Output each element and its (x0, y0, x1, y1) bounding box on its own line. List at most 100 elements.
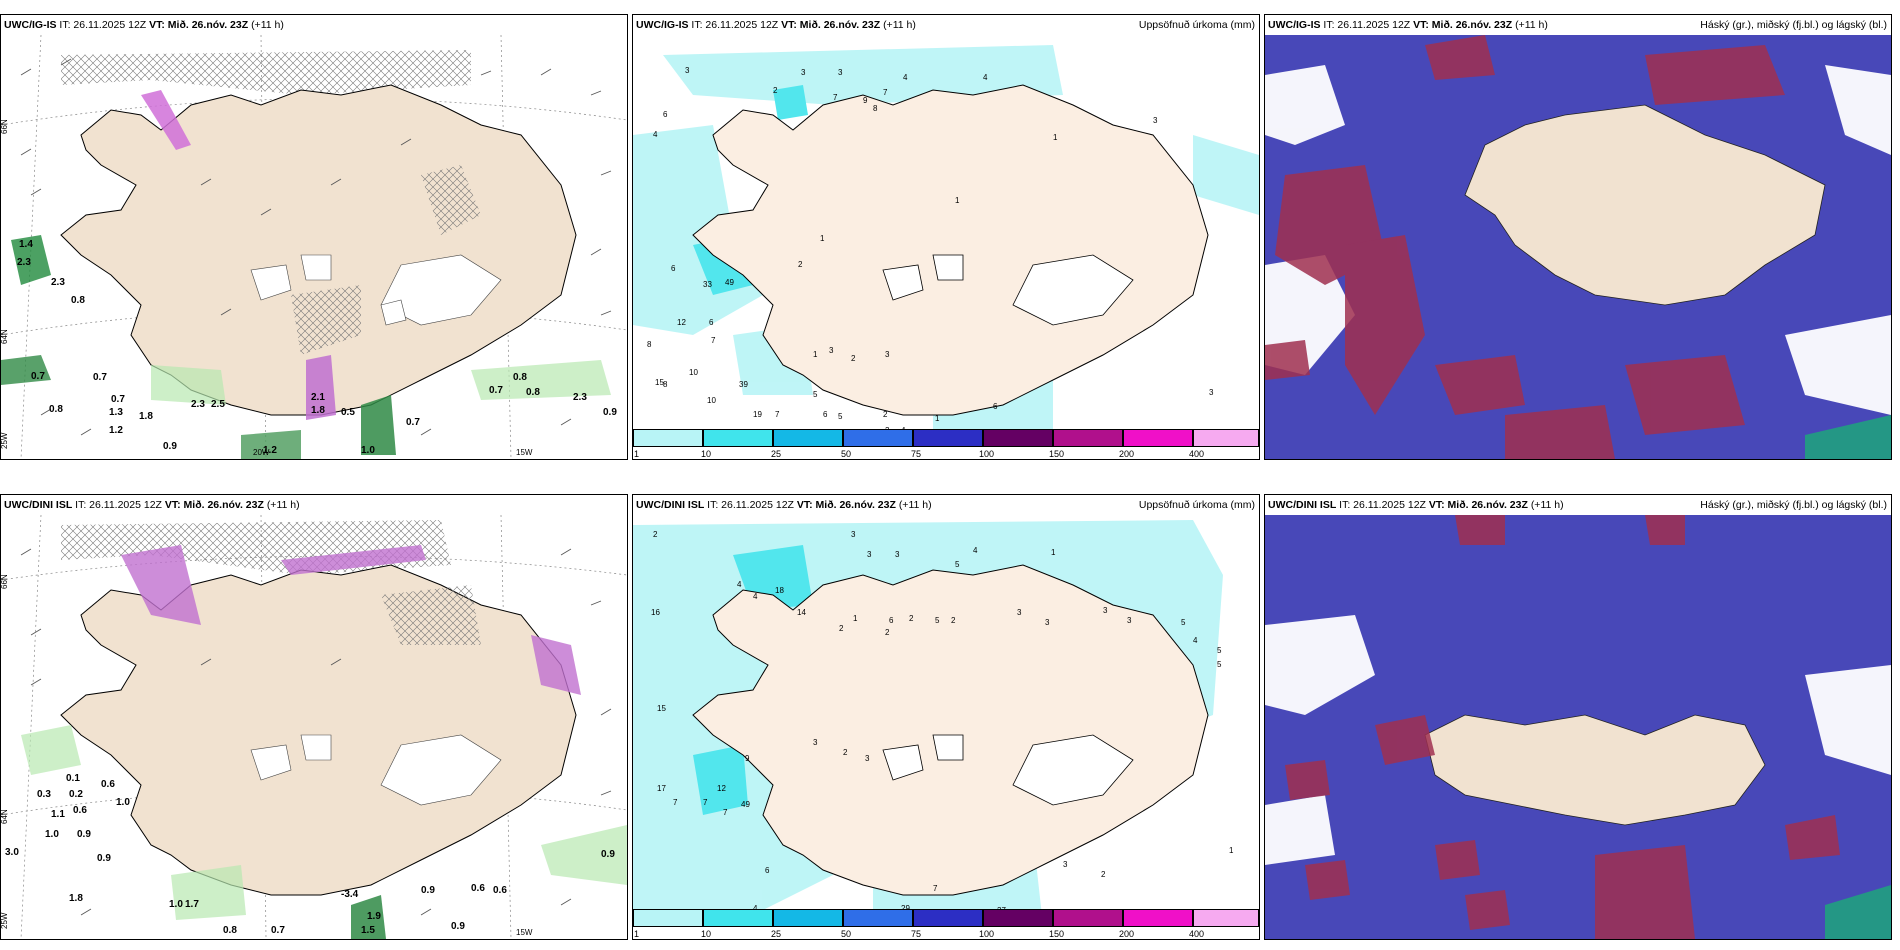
precip-value: 3 (829, 346, 834, 355)
lead-time: (+11 h) (1515, 19, 1548, 31)
precip-value: 7 (833, 93, 838, 102)
value-label: 0.6 (73, 805, 87, 816)
precip-value: 6 (663, 110, 668, 119)
precip-value: 2 (909, 614, 914, 623)
precip-value: 15 (655, 378, 664, 387)
precip-value: 33 (703, 280, 712, 289)
panel-header: UWC/IG-IS IT: 26.11.2025 12Z VT: Mið. 26… (1265, 15, 1891, 35)
value-label: 1.8 (311, 405, 325, 416)
precip-value: 5 (813, 390, 818, 399)
precip-value: 2 (773, 86, 778, 95)
precip-value: 6 (823, 410, 828, 419)
legend-swatch-5 (913, 909, 983, 927)
cloud-map (1265, 515, 1891, 939)
panel-igis-precip-map: UWC/IG-IS IT: 26.11.2025 12Z VT: Mið. 26… (632, 14, 1260, 460)
legend-swatch-3 (773, 909, 843, 927)
valid-time: VT: Mið. 26.nóv. 23Z (781, 19, 881, 31)
value-label: 0.9 (163, 441, 177, 452)
precip-value: 2 (951, 616, 956, 625)
value-label: 1.8 (139, 411, 153, 422)
panel-dini-precip-map: UWC/DINI ISL IT: 26.11.2025 12Z VT: Mið.… (632, 494, 1260, 940)
lead-time: (+11 h) (898, 499, 932, 511)
precip-value: 3 (1209, 388, 1214, 397)
legend-tick: 400 (1189, 449, 1205, 459)
value-label: 2.5 (211, 399, 225, 410)
value-label: 0.1 (66, 773, 80, 784)
precip-value: 1 (1051, 548, 1056, 557)
value-label: 0.3 (37, 789, 51, 800)
value-label: -3.4 (341, 889, 359, 900)
lat-66n-label: 66N (1, 119, 9, 134)
precip-value: 2 (843, 748, 848, 757)
lead-time: (+11 h) (1530, 499, 1564, 511)
precip-value: 5 (838, 412, 843, 421)
precip-value: 9 (745, 754, 750, 763)
precip-value: 19 (753, 410, 762, 419)
init-time: IT: 26.11.2025 12Z (59, 19, 147, 31)
legend-tick: 400 (1189, 929, 1205, 939)
panel-igis-cloud-map: UWC/IG-IS IT: 26.11.2025 12Z VT: Mið. 26… (1264, 14, 1892, 460)
precip-value: 3 (1127, 616, 1132, 625)
map-title: Háský (gr.), miðský (fj.bl.) og lágský (… (1700, 19, 1887, 31)
panel-header: UWC/IG-IS IT: 26.11.2025 12Z VT: Mið. 26… (1, 15, 627, 35)
iceland-land (1464, 104, 1826, 306)
panel-dini-cloud-map: UWC/DINI ISL IT: 26.11.2025 12Z VT: Mið.… (1264, 494, 1892, 940)
value-label: 0.9 (451, 921, 465, 932)
precip-legend: 1 10 25 50 75 100 150 200 400 (633, 903, 1259, 939)
map-title: Uppsöfnuð úrkoma (mm) (1138, 19, 1255, 31)
lon-15w-label: 15W (516, 928, 533, 937)
precip-value: 5 (1181, 618, 1186, 627)
precip-value: 7 (723, 808, 728, 817)
value-label: 3.0 (5, 847, 19, 858)
precip-value: 9 (863, 96, 868, 105)
model-name: UWC/DINI ISL (636, 499, 705, 511)
legend-swatch-5 (913, 429, 983, 447)
legend-swatch-6 (983, 429, 1053, 447)
value-label: 1.0 (361, 445, 375, 456)
legend-swatch-4 (843, 429, 913, 447)
precip-value: 3 (801, 68, 806, 77)
precip-value: 1 (1229, 846, 1234, 855)
value-label: 0.8 (513, 372, 527, 383)
model-name: UWC/IG-IS (1268, 19, 1321, 31)
legend-tick: 1 (634, 929, 640, 939)
precip-value: 2 (839, 624, 844, 633)
value-label: 1.1 (51, 809, 65, 820)
precip-value: 5 (935, 616, 940, 625)
value-label: 2.3 (17, 257, 31, 268)
iceland-land (692, 84, 1209, 416)
legend-tick: 75 (911, 929, 922, 939)
legend-tick: 25 (771, 929, 782, 939)
precip-value: 4 (753, 904, 758, 913)
valid-time: VT: Mið. 26.nóv. 23Z (164, 499, 264, 511)
panel-header: UWC/IG-IS IT: 26.11.2025 12Z VT: Mið. 26… (633, 15, 1259, 35)
precip-map: 2 3 3 3 5 4 1 16 4 18 4 14 2 1 2 6 2 5 2… (633, 515, 1259, 927)
legend-tick: 10 (701, 929, 712, 939)
precip-value: 7 (883, 88, 888, 97)
precip-value: 10 (689, 368, 698, 377)
value-label: 1.9 (367, 911, 381, 922)
precip-value: 6 (709, 318, 714, 327)
value-label: 0.6 (471, 883, 485, 894)
legend-tick: 100 (979, 929, 995, 939)
panel-header: UWC/DINI ISL IT: 26.11.2025 12Z VT: Mið.… (1265, 495, 1891, 515)
wind-barbs (20, 548, 612, 916)
value-label: 0.8 (223, 925, 237, 936)
precip-value: 3 (851, 530, 856, 539)
value-label: 0.6 (101, 779, 115, 790)
precip-value: 3 (1017, 608, 1022, 617)
legend-tick: 25 (771, 449, 782, 459)
value-label: 0.9 (421, 885, 435, 896)
precip-legend: 1 10 25 50 75 100 150 200 400 (633, 423, 1259, 459)
legend-swatch-6 (983, 909, 1053, 927)
value-label: 0.9 (603, 407, 617, 418)
precip-shading (21, 545, 627, 939)
precip-value: 3 (1045, 618, 1050, 627)
legend-swatch-2 (703, 909, 773, 927)
iceland-land (1424, 714, 1766, 826)
value-label: 1.3 (109, 407, 123, 418)
value-label: 0.7 (111, 394, 125, 405)
legend-swatch-8 (1123, 909, 1193, 927)
value-label: 0.9 (77, 829, 91, 840)
precip-value: 1 (813, 350, 818, 359)
